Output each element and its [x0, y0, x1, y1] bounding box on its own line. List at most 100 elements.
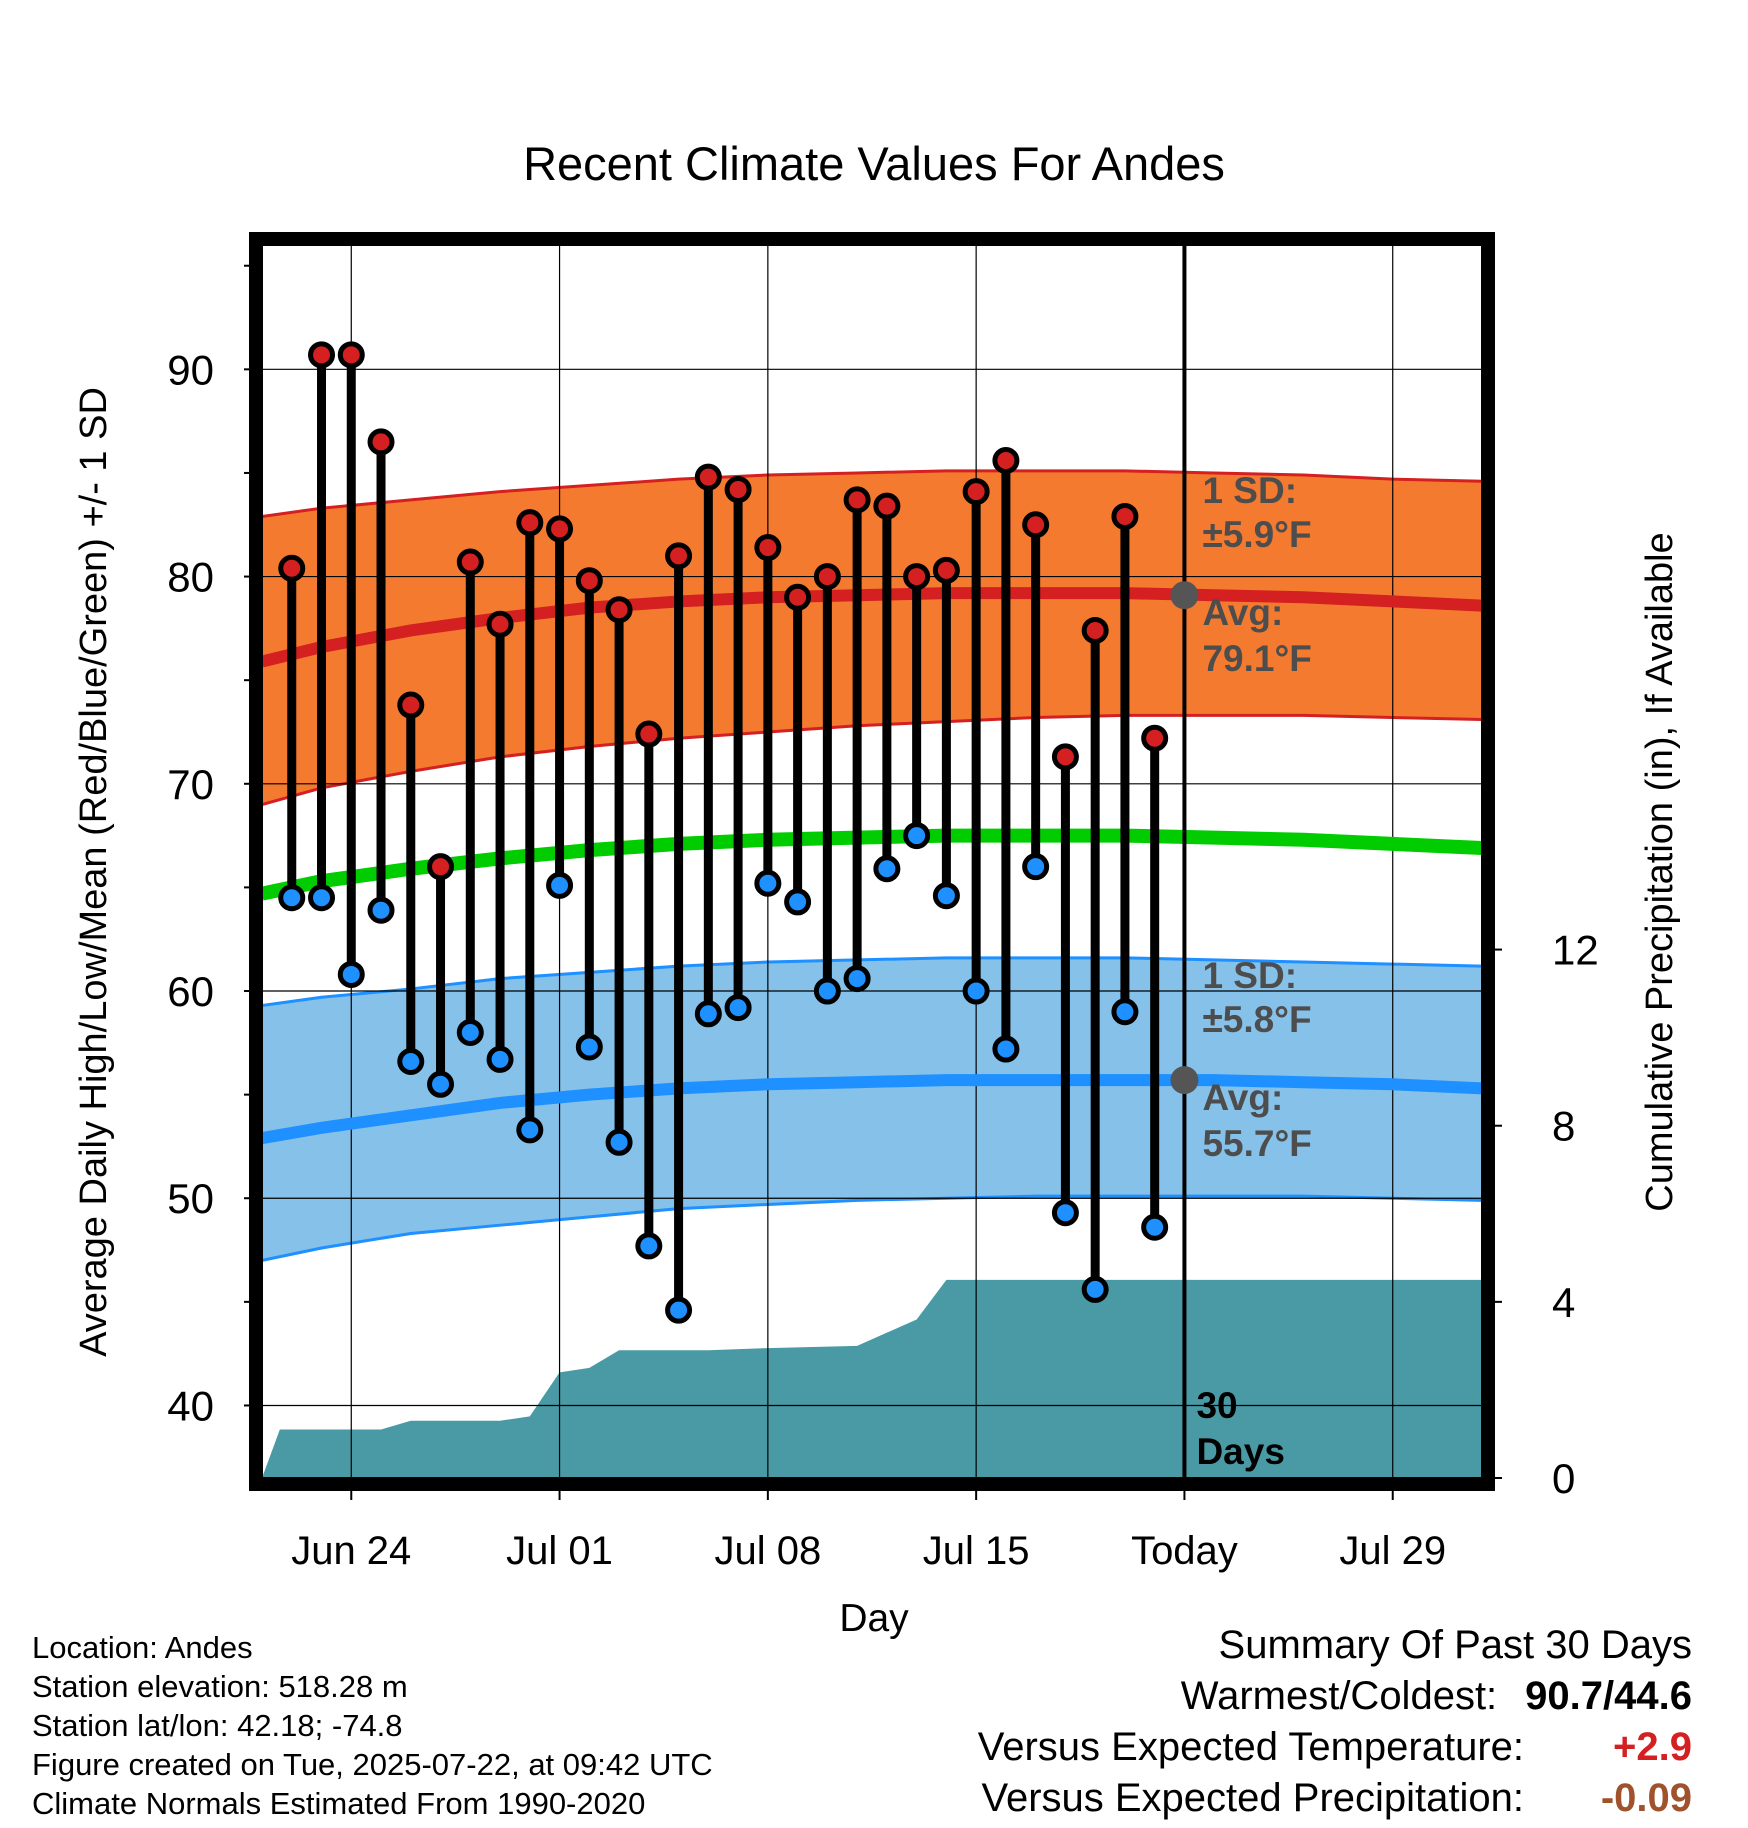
low-point [694, 1000, 722, 1028]
low-point [278, 884, 306, 912]
low-point [635, 1232, 663, 1260]
high-point [1022, 511, 1050, 539]
precip-area [262, 1279, 1482, 1478]
y-tick-label: 90 [167, 346, 214, 393]
x-tick-label: Jul 08 [714, 1529, 821, 1573]
y2-axis-label: Cumulative Precipitation (in), If Availa… [1639, 532, 1681, 1211]
high-point [784, 583, 812, 611]
x-axis-label: Day [839, 1597, 909, 1640]
low-point [1051, 1199, 1079, 1227]
temp-row: Versus Expected Temperature: +2.9 [978, 1722, 1692, 1773]
low-point [575, 1033, 603, 1061]
low-point [932, 882, 960, 910]
high-sd-value: ±5.9°F [1202, 514, 1311, 555]
low-sd-label: 1 SD: [1202, 955, 1297, 996]
low-sd-band-lower-edge [262, 1194, 1482, 1262]
y-tick-label: 60 [167, 968, 214, 1015]
high-point [635, 720, 663, 748]
low-avg-value: 55.7°F [1202, 1123, 1311, 1164]
low-point [903, 822, 931, 850]
low-point [724, 994, 752, 1022]
high-sd-label: 1 SD: [1202, 470, 1297, 511]
summary-panel: Summary Of Past 30 Days Warmest/Coldest:… [978, 1620, 1692, 1824]
high-point [1141, 724, 1169, 752]
today-high-normal-marker [1170, 581, 1199, 610]
x-tick-label: Jul 01 [506, 1529, 613, 1573]
x-tick-label: Jul 29 [1339, 1529, 1446, 1573]
low-point [873, 855, 901, 883]
low-point [754, 869, 782, 897]
y2-tick-label: 8 [1552, 1103, 1575, 1150]
high-point [308, 341, 336, 369]
latlon-text: Station lat/lon: 42.18; -74.8 [32, 1708, 403, 1743]
low-point [1081, 1275, 1109, 1303]
y2-tick-label: 0 [1552, 1455, 1575, 1502]
high-avg-label: Avg: [1202, 592, 1283, 633]
temp-label: Versus Expected Temperature: [977, 1725, 1524, 1769]
high-point [1051, 743, 1079, 771]
low-point [665, 1296, 693, 1324]
high-point [665, 542, 693, 570]
location-text: Location: Andes [32, 1630, 253, 1665]
high-point [903, 563, 931, 591]
low-point [397, 1047, 425, 1075]
low-point [546, 871, 574, 899]
high-avg-value: 79.1°F [1202, 638, 1311, 679]
high-sd-band [262, 470, 1482, 805]
low-point [605, 1128, 633, 1156]
y-tick-label: 50 [167, 1175, 214, 1222]
y2-tick-label: 12 [1552, 927, 1599, 974]
low-avg-label: Avg: [1202, 1077, 1283, 1118]
high-point [992, 447, 1020, 475]
low-point [337, 960, 365, 988]
low-point [992, 1035, 1020, 1063]
low-point [813, 977, 841, 1005]
high-point [575, 567, 603, 595]
low-sd-value: ±5.8°F [1202, 999, 1311, 1040]
low-point [1022, 853, 1050, 881]
y-tick-label: 40 [167, 1382, 214, 1429]
precip-value: -0.09 [1600, 1776, 1692, 1820]
high-point [427, 853, 455, 881]
x-tick-label: Today [1131, 1529, 1238, 1573]
station-info: Location: Andes Station elevation: 518.2… [32, 1628, 713, 1823]
high-point [932, 556, 960, 584]
high-point [813, 563, 841, 591]
high-point [397, 691, 425, 719]
low-point [962, 977, 990, 1005]
high-point [1081, 616, 1109, 644]
y-axis-label: Average Daily High/Low/Mean (Red/Blue/Gr… [73, 387, 115, 1357]
low-point [516, 1116, 544, 1144]
x-tick-label: Jul 15 [923, 1529, 1030, 1573]
high-point [367, 428, 395, 456]
summary-title: Summary Of Past 30 Days [1218, 1623, 1692, 1667]
y-tick-label: 80 [167, 554, 214, 601]
high-point [456, 548, 484, 576]
plot-frame [249, 232, 1495, 1491]
warm-cold-row: Warmest/Coldest: 90.7/44.6 [978, 1671, 1692, 1722]
low-sd-band [262, 957, 1482, 1261]
high-point [754, 534, 782, 562]
high-point [843, 486, 871, 514]
low-point [486, 1045, 514, 1073]
normals-text: Climate Normals Estimated From 1990-2020 [32, 1786, 646, 1821]
warm-cold-value: 90.7/44.6 [1525, 1674, 1692, 1718]
chart-title: Recent Climate Values For Andes [523, 137, 1225, 190]
period-number: 30 [1196, 1385, 1237, 1426]
high-point [605, 596, 633, 624]
low-point [456, 1018, 484, 1046]
precip-row: Versus Expected Precipitation: -0.09 [978, 1773, 1692, 1824]
temp-value: +2.9 [1613, 1725, 1692, 1769]
elevation-text: Station elevation: 518.28 m [32, 1669, 408, 1704]
low-point [308, 884, 336, 912]
high-sd-band-upper-edge [262, 469, 1482, 518]
x-tick-label: Jun 24 [291, 1529, 411, 1573]
y2-tick-label: 4 [1552, 1279, 1575, 1326]
low-point [843, 965, 871, 993]
low-point [367, 896, 395, 924]
high-point [546, 515, 574, 543]
low-point [1111, 998, 1139, 1026]
period-label: Days [1196, 1431, 1284, 1472]
